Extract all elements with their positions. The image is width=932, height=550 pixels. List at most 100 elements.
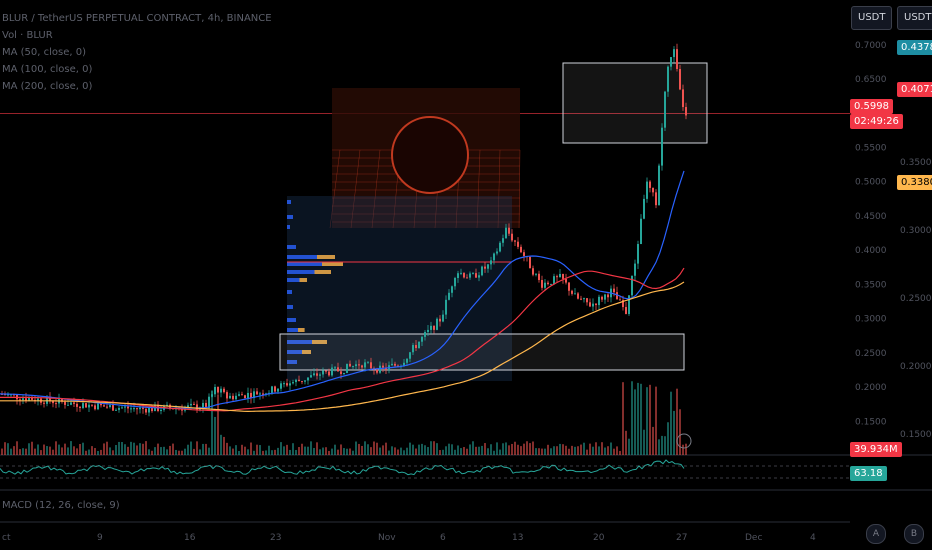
volume-bar [676, 388, 678, 455]
candle-body [187, 405, 189, 408]
y-tick-label: 0.7000 [855, 41, 887, 51]
currency-button-1[interactable]: USDT [851, 6, 893, 30]
currency-button-2[interactable]: USDT [897, 6, 932, 30]
volume-bar [547, 444, 549, 455]
volume-bar [613, 448, 615, 455]
candle-body [121, 407, 123, 409]
candle-body [409, 352, 411, 359]
candle-body [274, 386, 276, 392]
volume-profile-bar [287, 270, 315, 274]
candle-body [502, 238, 504, 243]
candle-body [496, 251, 498, 254]
candle-body [574, 293, 576, 295]
candle-body [562, 273, 564, 279]
volume-bar [502, 443, 504, 455]
candle-body [238, 394, 240, 396]
y-tick-label: 0.5500 [855, 144, 887, 154]
volume-bar [112, 450, 114, 455]
volume-bar [496, 442, 498, 455]
candle-body [208, 396, 210, 409]
y-tick-label: 0.3000 [855, 315, 887, 325]
y-tick-label-secondary: 0.3500 [900, 158, 932, 168]
volume-bar [166, 449, 168, 455]
candle-body [601, 296, 603, 300]
volume-bar [394, 447, 396, 455]
volume-bar [256, 444, 258, 455]
volume-bar [469, 444, 471, 455]
candle-body [250, 392, 252, 399]
volume-bar [379, 447, 381, 455]
candle-body [613, 288, 615, 293]
candle-body [664, 91, 666, 128]
candle-body [106, 406, 108, 408]
candle-body [499, 242, 501, 252]
volume-bar [538, 448, 540, 455]
volume-bar [247, 449, 249, 455]
background-grid-line [329, 149, 341, 229]
volume-bar [577, 446, 579, 455]
volume-bar [322, 447, 324, 455]
volume-profile-bar [302, 350, 311, 354]
candle-body [676, 49, 678, 69]
candle-body [4, 394, 6, 396]
volume-bar [286, 444, 288, 455]
candle-body [79, 406, 81, 409]
volume-bar [133, 442, 135, 455]
legend-ma200: MA (200, close, 0) [2, 81, 93, 92]
candle-body [220, 388, 222, 393]
resistance-box [562, 62, 708, 144]
candle-body [514, 240, 516, 242]
candle-body [382, 365, 384, 368]
volume-bar [505, 442, 507, 455]
candle-body [259, 393, 261, 395]
candle-body [76, 403, 78, 407]
candle-body [52, 401, 54, 404]
candle-body [286, 383, 288, 386]
candle-body [307, 377, 309, 381]
volume-bar [127, 446, 129, 455]
candle-body [277, 388, 279, 392]
volume-bar [646, 387, 648, 455]
ma200-line [0, 281, 685, 413]
lightning-icon [676, 433, 692, 449]
volume-profile-bar [287, 340, 312, 344]
volume-profile-bar [287, 215, 293, 219]
volume-bar [40, 450, 42, 455]
volume-bar [514, 441, 516, 455]
auto-scale-button[interactable]: A [866, 524, 886, 544]
volume-profile-bar [287, 255, 317, 259]
candle-body [331, 367, 333, 376]
volume-bar [616, 446, 618, 455]
candle-body [190, 403, 192, 406]
candle-body [598, 296, 600, 306]
candle-body [229, 395, 231, 399]
volume-bar [460, 448, 462, 455]
volume-bar [52, 449, 54, 455]
volume-bar [337, 449, 339, 455]
candle-body [439, 318, 441, 322]
volume-profile-bar [298, 328, 305, 332]
y-tick-label-secondary: 0.3000 [900, 226, 932, 236]
volume-bar [103, 443, 105, 455]
volume-bar [508, 445, 510, 455]
volume-bar [31, 441, 33, 455]
legend-ma100: MA (100, close, 0) [2, 64, 93, 75]
candle-body [454, 278, 456, 287]
volume-profile-area [287, 196, 512, 381]
candle-body [427, 329, 429, 333]
x-tick-label: 4 [810, 533, 816, 543]
candle-body [340, 371, 342, 374]
volume-bar [289, 449, 291, 455]
candle-body [28, 397, 30, 401]
log-scale-button[interactable]: B [904, 524, 924, 544]
candle-body [424, 332, 426, 337]
volume-bar [574, 446, 576, 455]
volume-bar [340, 444, 342, 455]
volume-profile-bar [287, 350, 302, 354]
candle-body [376, 369, 378, 373]
candle-body [448, 292, 450, 300]
volume-bar [583, 442, 585, 455]
support-box [279, 333, 685, 371]
candle-body [568, 282, 570, 291]
